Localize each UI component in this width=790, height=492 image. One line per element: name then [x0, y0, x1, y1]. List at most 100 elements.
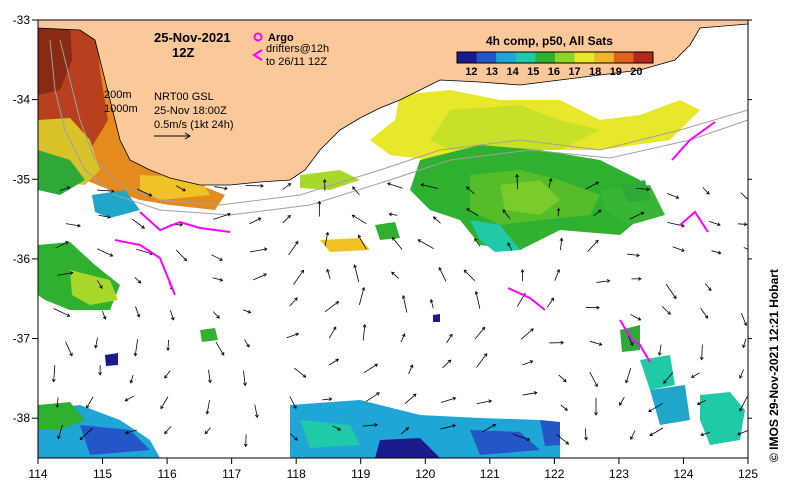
current-arrowhead: [739, 407, 743, 412]
current-arrowhead: [736, 431, 741, 436]
current-arrow: [666, 193, 679, 199]
current-arrow: [522, 360, 533, 366]
current-arrowhead: [388, 212, 393, 217]
y-tick-label: -34: [13, 93, 31, 107]
current-arrow: [512, 433, 530, 441]
current-arrowhead: [77, 223, 81, 228]
current-arrow: [475, 291, 481, 309]
current-arrow: [672, 246, 685, 252]
current-arrowhead: [466, 186, 470, 190]
date-label: 25-Nov-2021: [154, 30, 231, 45]
current-arrow: [440, 424, 456, 430]
current-arrowhead: [474, 237, 478, 242]
current-arrowhead: [463, 269, 468, 274]
colorbar-segment: [574, 52, 595, 63]
argo-marker-icon: [253, 32, 263, 42]
current-arrowhead: [681, 248, 685, 252]
current-arrow: [440, 397, 456, 403]
current-arrow: [739, 396, 748, 412]
current-arrow: [326, 269, 331, 280]
y-axis: -33 -34 -35 -36 -37 -38: [13, 13, 752, 425]
current-arrow: [293, 270, 304, 285]
current-arrow: [204, 427, 211, 434]
current-arrow: [627, 335, 634, 346]
current-arrowhead: [326, 268, 330, 273]
current-arrow: [740, 192, 748, 201]
current-arrow: [391, 271, 400, 279]
current-arrowhead: [216, 315, 220, 319]
current-arrow: [400, 427, 409, 435]
current-arrow: [286, 333, 299, 339]
current-arrow: [328, 326, 337, 339]
colorbar: 12 13 14 15 16 17 18 19 20: [456, 51, 654, 78]
drifter-marker-icon: [252, 49, 263, 61]
current-arrowhead: [183, 257, 188, 262]
current-arrow: [102, 310, 106, 320]
current-arrow: [392, 237, 403, 250]
current-arrowhead: [556, 207, 561, 212]
current-arrow: [507, 242, 513, 251]
current-arrowhead: [361, 286, 366, 291]
current-arrowhead: [164, 430, 168, 435]
product-label: 4h comp, p50, All Sats: [486, 34, 613, 48]
current-arrow: [332, 425, 341, 431]
current-arrowhead: [102, 316, 107, 320]
current-arrow: [741, 313, 747, 326]
current-arrowhead: [335, 358, 340, 363]
current-arrow: [242, 309, 251, 313]
current-arrowhead: [391, 236, 396, 241]
current-arrow: [389, 213, 398, 216]
current-arrow: [476, 400, 492, 405]
current-arrowhead: [466, 208, 470, 212]
current-arrowhead: [391, 271, 395, 276]
current-arrow: [288, 241, 299, 256]
colorbar-segment: [535, 52, 556, 63]
current-arrow: [667, 221, 685, 227]
hour-label: 12Z: [172, 45, 194, 60]
current-arrow: [665, 284, 677, 299]
current-arrow: [704, 283, 712, 291]
scale-arrow-icon: [154, 132, 191, 140]
current-arrow: [79, 427, 93, 440]
current-arrow: [408, 364, 413, 375]
current-arrow: [56, 397, 59, 408]
current-arrowhead: [597, 209, 602, 214]
current-arrow: [585, 181, 599, 190]
current-arrowhead: [204, 430, 209, 435]
colorbar-tick-label: 20: [630, 66, 642, 78]
colorbar-segment: [457, 52, 478, 63]
current-arrowhead: [562, 378, 567, 383]
current-arrow: [433, 216, 441, 224]
current-arrow: [206, 400, 210, 414]
current-arrowhead: [302, 374, 307, 378]
current-arrow: [560, 238, 563, 251]
current-arrow: [97, 280, 103, 289]
current-arrow: [249, 217, 261, 225]
current-arrow: [137, 188, 152, 197]
drifter-tracks: [114, 121, 716, 363]
colorbar-segment: [496, 52, 517, 63]
current-arrow: [289, 396, 297, 409]
current-arrow: [249, 248, 267, 253]
current-arrow: [737, 430, 748, 436]
current-arrowhead: [66, 186, 71, 190]
current-arrowhead: [742, 344, 746, 349]
colorbar-tick-label: 17: [568, 66, 580, 78]
current-arrowhead: [438, 266, 442, 271]
current-arrowhead: [595, 181, 600, 186]
x-tick-label: 121: [480, 467, 500, 481]
current-arrowhead: [335, 301, 340, 305]
current-arrow: [520, 328, 534, 340]
current-arrowhead: [260, 184, 264, 188]
current-arrowhead: [295, 332, 300, 337]
current-arrow: [442, 359, 451, 369]
x-tick-label: 122: [544, 467, 564, 481]
current-arrowhead: [66, 313, 71, 317]
current-arrow: [167, 339, 169, 351]
current-arrowhead: [412, 393, 417, 398]
colorbar-frame: [456, 51, 654, 64]
current-arrow: [584, 428, 587, 440]
current-arrowhead: [263, 273, 267, 277]
current-arrowhead: [630, 436, 634, 440]
current-arrowhead: [386, 182, 391, 186]
